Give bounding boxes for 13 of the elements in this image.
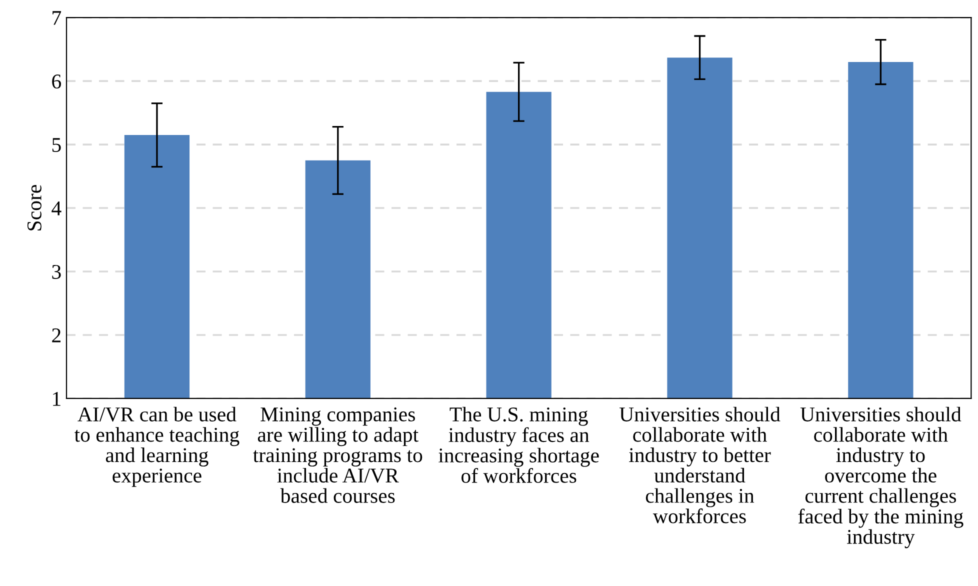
x-tick-label: Universities should collaborate with industry to overcome the current challenges faced by the mining industry — [798, 406, 964, 548]
x-tick-label: The U.S. mining industry faces an increasing shortage of workforces — [438, 406, 599, 483]
y-tick-label: 6 — [52, 74, 62, 88]
x-tick-label: Universities should collaborate with industry to better understand challenges in workforces — [619, 406, 780, 524]
x-tick-label: AI/VR can be used to enhance teaching and learning experience — [74, 406, 240, 487]
y-tick-label: 5 — [52, 138, 61, 152]
y-tick-label: 7 — [52, 11, 62, 25]
y-tick-label: 3 — [52, 264, 61, 279]
y-tick-label: 2 — [52, 328, 60, 342]
y-tick-label: 1 — [53, 392, 60, 406]
y-axis-title: Score — [27, 185, 42, 230]
x-tick-label: Mining companies are willing to adapt training programs to include AI/VR based courses — [253, 407, 422, 503]
y-tick-label: 4 — [52, 202, 62, 216]
